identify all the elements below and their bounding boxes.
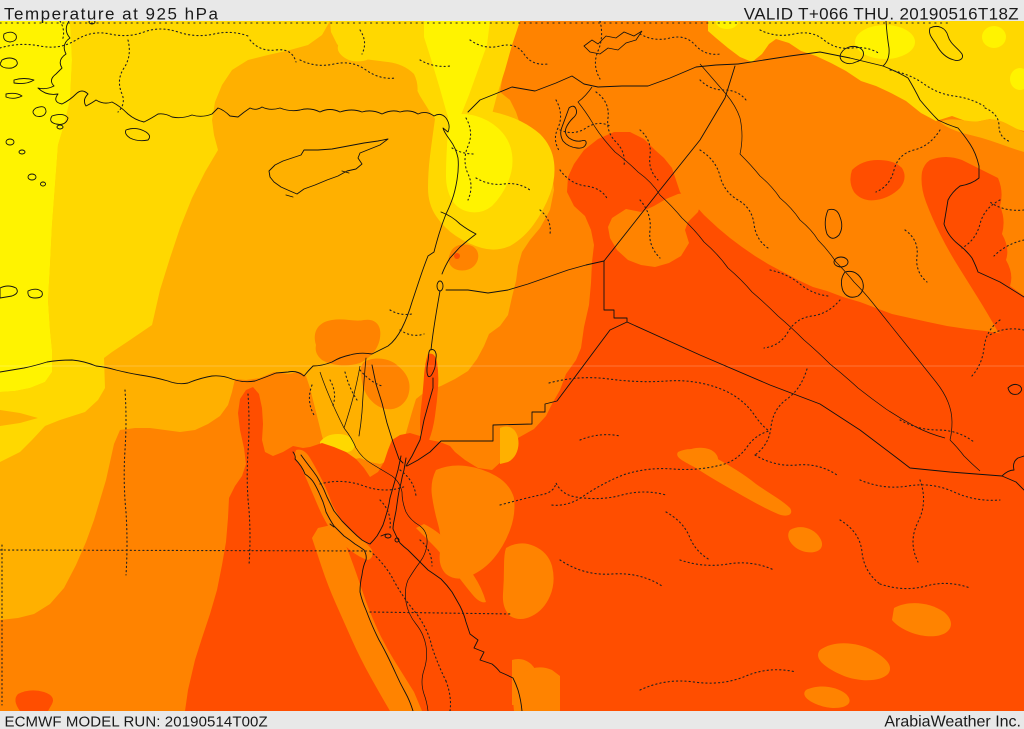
svg-text:Temperature at 925 hPa: Temperature at 925 hPa <box>4 5 219 24</box>
svg-text:ECMWF MODEL RUN: 20190514T00Z: ECMWF MODEL RUN: 20190514T00Z <box>5 714 268 729</box>
svg-text:ArabiaWeather Inc.: ArabiaWeather Inc. <box>884 714 1021 729</box>
svg-text:VALID T+066 THU. 20190516T18Z: VALID T+066 THU. 20190516T18Z <box>744 5 1019 24</box>
